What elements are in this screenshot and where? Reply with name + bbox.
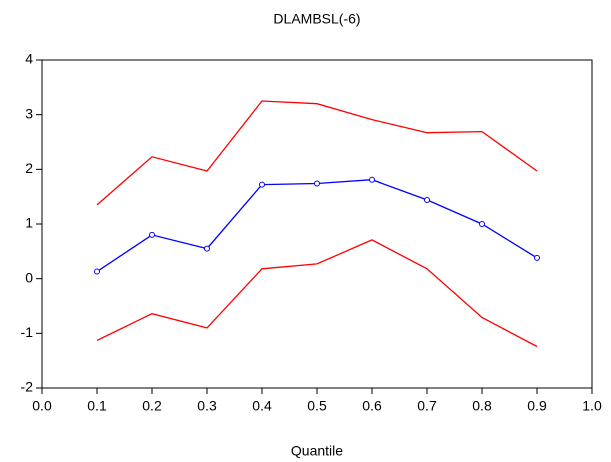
x-tick-label: 0.8 bbox=[472, 398, 492, 414]
chart-title: DLAMBSL(-6) bbox=[273, 11, 360, 27]
y-tick-label: -2 bbox=[21, 379, 34, 395]
x-axis-label: Quantile bbox=[291, 443, 343, 459]
series-line bbox=[96, 100, 538, 206]
x-tick-label: 0.7 bbox=[417, 398, 437, 414]
y-tick-label: 3 bbox=[25, 105, 33, 121]
point-marker bbox=[534, 254, 540, 261]
x-tick-label: 0.9 bbox=[527, 398, 547, 414]
y-tick-label: -1 bbox=[21, 324, 34, 340]
point-marker bbox=[424, 196, 430, 203]
series-line bbox=[96, 239, 538, 348]
x-tick-label: 0.2 bbox=[142, 398, 162, 414]
x-tick-label: 0.0 bbox=[32, 398, 52, 414]
y-tick-label: 2 bbox=[25, 160, 33, 176]
point-marker bbox=[204, 245, 210, 252]
point-marker bbox=[369, 176, 375, 183]
point-marker bbox=[149, 231, 155, 238]
y-tick-label: 1 bbox=[25, 215, 33, 231]
point-marker bbox=[314, 180, 320, 187]
x-tick-label: 1.0 bbox=[582, 398, 602, 414]
x-tick-label: 0.4 bbox=[252, 398, 272, 414]
x-tick-label: 0.6 bbox=[362, 398, 382, 414]
point-marker bbox=[479, 221, 485, 227]
y-tick-label: 4 bbox=[25, 51, 33, 67]
x-tick-label: 0.1 bbox=[87, 398, 107, 414]
x-tick-label: 0.5 bbox=[307, 398, 327, 414]
point-marker bbox=[94, 268, 100, 275]
y-tick-label: 0 bbox=[25, 269, 33, 285]
x-tick-label: 0.3 bbox=[197, 398, 217, 414]
point-marker bbox=[259, 181, 265, 188]
